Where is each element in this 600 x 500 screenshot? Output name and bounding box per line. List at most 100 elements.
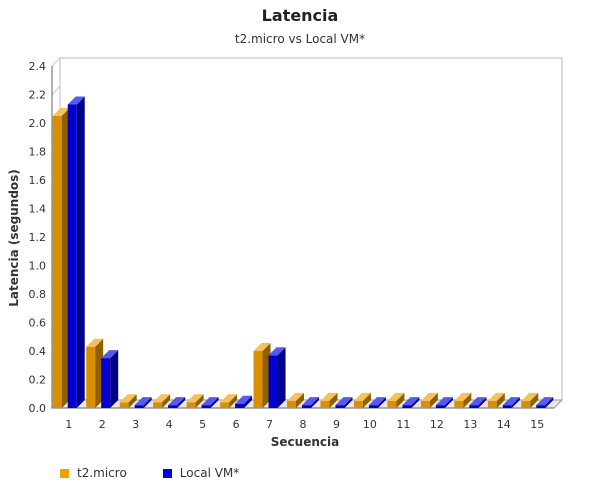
bar-top — [168, 397, 186, 406]
bar-t2-micro-4 — [153, 394, 171, 408]
x-tick-label: 8 — [300, 418, 307, 431]
bar-front — [302, 405, 311, 408]
bar-front — [119, 402, 129, 408]
bar-t2-micro-7 — [253, 343, 271, 408]
bar-side — [162, 394, 171, 408]
bar-front — [487, 400, 497, 408]
bar-side — [311, 397, 319, 408]
bar-side — [530, 392, 539, 408]
bar-top — [67, 96, 85, 105]
bar-t2-micro-11 — [387, 392, 405, 408]
legend: t2.micro Local VM* — [60, 466, 239, 480]
bar-front — [353, 400, 363, 408]
bar-front — [387, 400, 397, 408]
bar-front — [134, 405, 144, 408]
bar-top — [201, 397, 219, 406]
y-tick-label: 1.2 — [29, 231, 47, 244]
bar-local-vm-9 — [335, 397, 353, 408]
plot-back-wall — [59, 57, 563, 401]
bar-front — [469, 405, 479, 408]
bar-t2-micro-8 — [287, 392, 304, 408]
x-axis-label: Secuencia — [271, 435, 339, 449]
x-tick-label: 14 — [497, 418, 511, 431]
bar-front — [220, 402, 230, 408]
bar-side — [329, 392, 338, 408]
legend-item-local-vm[interactable]: Local VM* — [162, 466, 240, 480]
y-axis-ticks: 0.0 0.2 0.4 0.6 0.8 1.0 1.2 1.4 1.6 1.8 2.0 2.2 2.4 — [29, 60, 47, 415]
bar-front — [253, 351, 263, 408]
bar-top — [387, 392, 405, 401]
bar-side — [344, 397, 353, 408]
bar-top — [502, 397, 520, 406]
bar-local-vm-3 — [134, 397, 152, 408]
chart-title: Latencia — [261, 6, 339, 25]
bar-local-vm-12 — [435, 397, 453, 408]
legend-swatch-local-vm — [162, 468, 172, 478]
bar-front — [536, 405, 546, 408]
bar-front — [101, 358, 111, 408]
y-tick-label: 1.8 — [29, 146, 47, 159]
legend-item-t2-micro[interactable]: t2.micro — [60, 466, 127, 480]
bar-top — [253, 343, 271, 351]
bar-top — [435, 397, 453, 406]
bar-local-vm-5 — [201, 397, 219, 408]
x-tick-label: 11 — [396, 418, 410, 431]
bar-side — [496, 392, 505, 408]
bar-top — [287, 392, 304, 401]
x-tick-label: 12 — [430, 418, 444, 431]
x-tick-label: 4 — [166, 418, 173, 431]
bar-side — [76, 96, 85, 408]
bar-t2-micro-2 — [86, 338, 104, 408]
bar-top — [302, 397, 319, 406]
bar-front — [454, 400, 464, 408]
x-tick-label: 7 — [266, 418, 273, 431]
bar-front — [52, 115, 62, 408]
bar-front — [268, 355, 278, 408]
bar-t2-micro-10 — [353, 392, 371, 408]
bar-local-vm-10 — [368, 397, 386, 408]
bar-side — [110, 350, 119, 408]
bars-layer — [52, 96, 554, 408]
bar-top — [101, 350, 119, 359]
bar-front — [368, 405, 378, 408]
bar-side — [377, 397, 386, 408]
y-tick-label: 0.2 — [29, 374, 47, 387]
bar-side — [229, 394, 238, 408]
bar-local-vm-15 — [536, 397, 554, 408]
bar-top — [469, 397, 487, 406]
bar-front — [420, 400, 430, 408]
x-tick-label: 10 — [363, 418, 377, 431]
bar-top — [521, 392, 539, 401]
bar-front — [235, 403, 245, 408]
x-tick-label: 15 — [530, 418, 544, 431]
x-axis-ticks: 1 2 3 4 5 6 7 8 9 10 11 12 13 14 15 — [65, 418, 544, 431]
bar-side — [210, 397, 219, 408]
x-tick-label: 2 — [99, 418, 106, 431]
legend-label-local-vm: Local VM* — [179, 466, 240, 480]
bar-top — [536, 397, 554, 406]
bar-front — [201, 405, 211, 408]
bar-side — [429, 392, 438, 408]
bar-top — [119, 394, 137, 403]
bar-top — [402, 397, 420, 406]
y-tick-label: 1.6 — [29, 174, 47, 187]
legend-label-t2-micro: t2.micro — [77, 466, 127, 480]
bar-top — [368, 397, 386, 406]
bar-front — [67, 104, 77, 408]
bar-t2-micro-9 — [320, 392, 338, 408]
bar-top — [268, 347, 286, 356]
bar-side — [128, 394, 137, 408]
bar-side — [444, 397, 453, 408]
bar-side — [463, 392, 472, 408]
bar-local-vm-1 — [67, 96, 85, 408]
y-tick-label: 1.0 — [29, 260, 47, 273]
x-tick-label: 13 — [463, 418, 477, 431]
bar-local-vm-6 — [235, 395, 253, 408]
bar-t2-micro-1 — [52, 107, 70, 408]
x-tick-label: 6 — [233, 418, 240, 431]
bar-side — [511, 397, 520, 408]
bar-top — [487, 392, 505, 401]
bar-top — [420, 392, 438, 401]
bar-top — [454, 392, 472, 401]
y-tick-label: 0.0 — [29, 402, 47, 415]
